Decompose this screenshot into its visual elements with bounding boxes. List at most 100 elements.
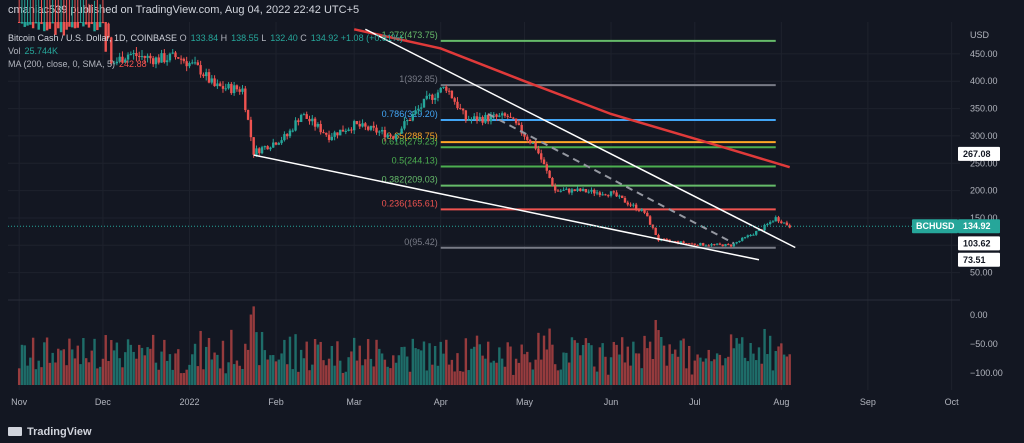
- candle-body[interactable]: [743, 236, 747, 238]
- candle-body[interactable]: [450, 90, 454, 99]
- candle-body[interactable]: [210, 78, 214, 83]
- candle-body[interactable]: [573, 189, 576, 191]
- candle-body[interactable]: [174, 52, 177, 58]
- candle-body[interactable]: [280, 140, 283, 144]
- candle-body[interactable]: [238, 89, 241, 92]
- candle-body[interactable]: [718, 243, 722, 245]
- candle-body[interactable]: [526, 136, 529, 140]
- candle-body[interactable]: [297, 120, 300, 123]
- candle-body[interactable]: [615, 192, 618, 197]
- ma-200-line[interactable]: [353, 28, 791, 169]
- candle-body[interactable]: [341, 129, 345, 132]
- candle-body[interactable]: [771, 221, 775, 223]
- candle-body[interactable]: [330, 136, 334, 140]
- candle-body[interactable]: [350, 129, 353, 131]
- candle-body[interactable]: [565, 188, 568, 190]
- candle-body[interactable]: [632, 204, 635, 206]
- candle-body[interactable]: [352, 121, 356, 131]
- candle-body[interactable]: [648, 216, 652, 225]
- candle-body[interactable]: [54, 22, 57, 35]
- candle-body[interactable]: [154, 57, 158, 65]
- candle-body[interactable]: [308, 118, 311, 122]
- candle-body[interactable]: [531, 142, 535, 144]
- candle-body[interactable]: [464, 110, 468, 121]
- candle-body[interactable]: [540, 153, 543, 160]
- candle-body[interactable]: [486, 114, 490, 122]
- candle-body[interactable]: [302, 114, 306, 116]
- candle-body[interactable]: [676, 241, 680, 244]
- candle-body[interactable]: [403, 121, 406, 129]
- candle-body[interactable]: [687, 243, 691, 245]
- candle-body[interactable]: [475, 116, 479, 121]
- candle-body[interactable]: [17, 22, 21, 23]
- upper-trendline[interactable]: [365, 28, 796, 249]
- candle-body[interactable]: [188, 63, 191, 67]
- candle-body[interactable]: [447, 90, 451, 92]
- candle-body[interactable]: [87, 22, 91, 28]
- candle-body[interactable]: [545, 164, 549, 171]
- candle-body[interactable]: [721, 244, 724, 247]
- dashed-trendline[interactable]: [487, 113, 735, 245]
- candle-body[interactable]: [774, 217, 777, 222]
- candle-body[interactable]: [442, 86, 445, 88]
- candle-body[interactable]: [157, 57, 160, 63]
- candle-body[interactable]: [227, 83, 230, 89]
- candle-body[interactable]: [517, 123, 521, 125]
- candle-body[interactable]: [551, 177, 554, 186]
- candle-body[interactable]: [20, 22, 24, 24]
- candle-body[interactable]: [378, 131, 381, 133]
- candle-body[interactable]: [216, 83, 219, 87]
- candle-body[interactable]: [255, 148, 258, 155]
- candle-body[interactable]: [509, 116, 512, 118]
- candle-body[interactable]: [369, 125, 373, 130]
- candle-body[interactable]: [749, 235, 752, 237]
- candle-body[interactable]: [579, 188, 582, 192]
- candle-body[interactable]: [140, 56, 144, 58]
- candle-body[interactable]: [299, 114, 303, 123]
- candle-body[interactable]: [741, 237, 744, 241]
- candle-body[interactable]: [51, 22, 54, 24]
- candle-body[interactable]: [417, 108, 420, 111]
- candle-body[interactable]: [73, 22, 77, 29]
- ma-price-badge-bg[interactable]: [958, 146, 1000, 161]
- candle-body[interactable]: [528, 139, 532, 143]
- candle-body[interactable]: [68, 22, 71, 27]
- candle-body[interactable]: [115, 61, 119, 64]
- candle-body[interactable]: [425, 95, 428, 99]
- candle-body[interactable]: [690, 243, 694, 245]
- candle-body[interactable]: [98, 22, 102, 28]
- candle-body[interactable]: [707, 245, 710, 247]
- candle-body[interactable]: [498, 115, 501, 117]
- candle-body[interactable]: [618, 195, 621, 197]
- candle-body[interactable]: [428, 94, 431, 96]
- candle-body[interactable]: [715, 243, 719, 245]
- candle-body[interactable]: [646, 212, 649, 217]
- candle-body[interactable]: [662, 238, 666, 240]
- candle-body[interactable]: [246, 110, 250, 120]
- candle-body[interactable]: [135, 52, 138, 57]
- candle-body[interactable]: [90, 22, 93, 25]
- candle-body[interactable]: [241, 88, 244, 92]
- candle-body[interactable]: [344, 130, 348, 132]
- candle-body[interactable]: [149, 55, 152, 59]
- candle-body[interactable]: [584, 188, 588, 193]
- candle-body[interactable]: [682, 241, 685, 244]
- candle-body[interactable]: [288, 130, 292, 137]
- candle-body[interactable]: [704, 245, 708, 247]
- candle-body[interactable]: [327, 134, 331, 140]
- candle-body[interactable]: [386, 134, 389, 138]
- candle-body[interactable]: [375, 127, 378, 133]
- candle-body[interactable]: [495, 114, 498, 117]
- candle-body[interactable]: [121, 56, 124, 63]
- candle-body[interactable]: [311, 118, 314, 122]
- candle-body[interactable]: [84, 22, 88, 25]
- candle-body[interactable]: [221, 86, 225, 89]
- candle-body[interactable]: [260, 147, 264, 154]
- candle-body[interactable]: [710, 244, 713, 246]
- candle-body[interactable]: [196, 62, 200, 66]
- lower-trendline[interactable]: [253, 154, 760, 261]
- candle-body[interactable]: [629, 204, 632, 206]
- candle-body[interactable]: [76, 22, 79, 28]
- price-badge-bg[interactable]: [958, 252, 1000, 267]
- candle-body[interactable]: [668, 239, 671, 242]
